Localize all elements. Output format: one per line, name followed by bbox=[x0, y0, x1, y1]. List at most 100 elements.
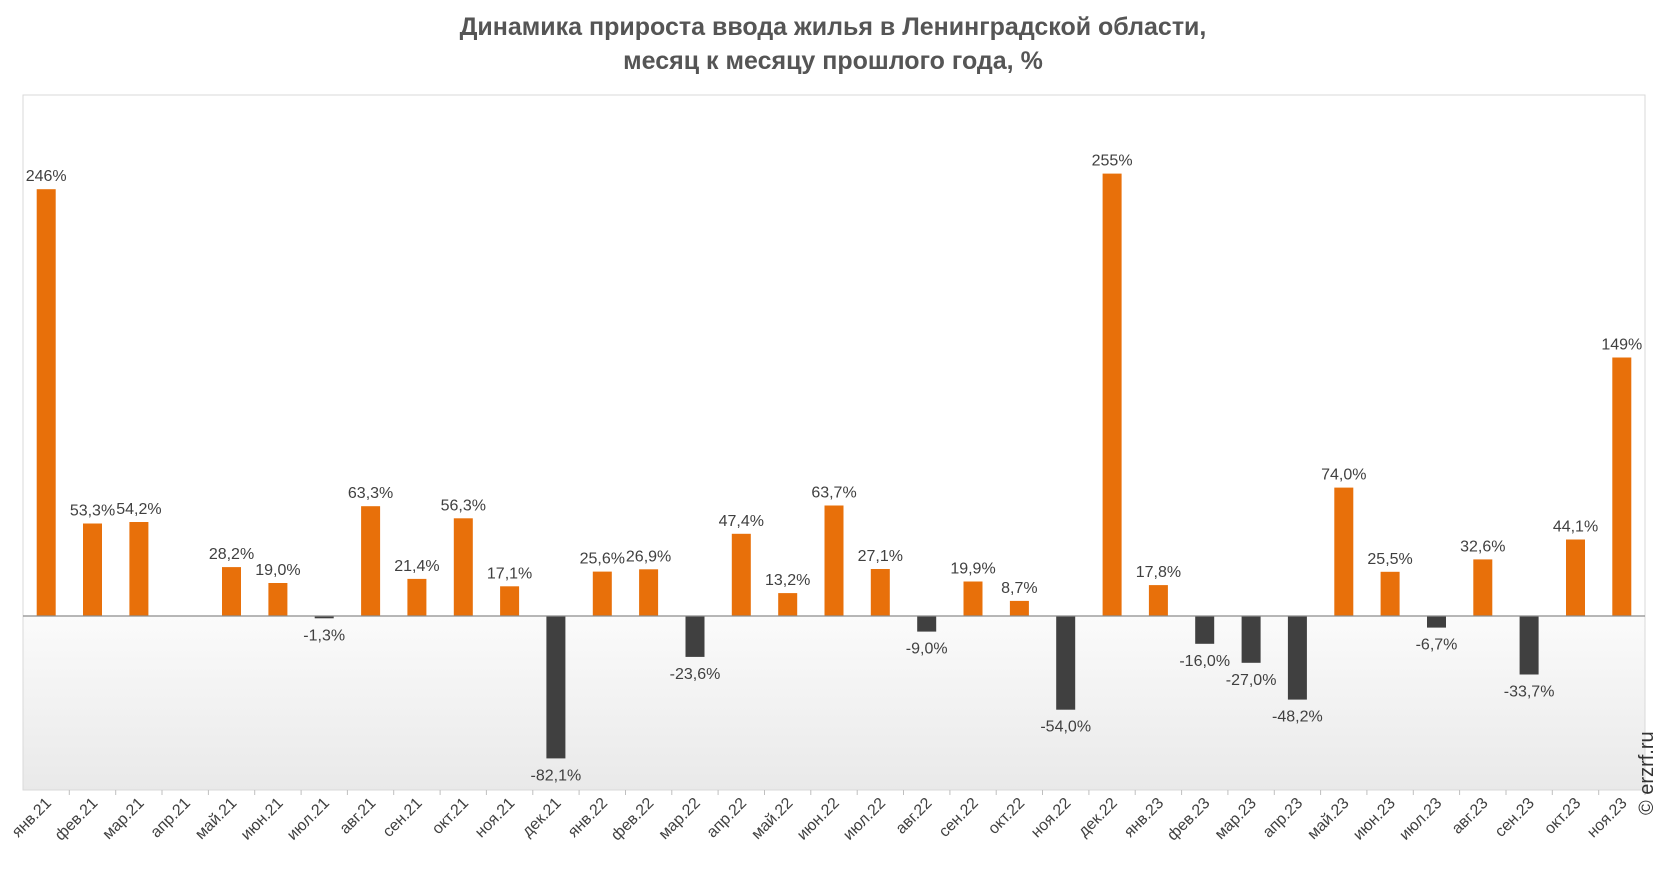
data-label: 19,0% bbox=[255, 562, 300, 579]
x-tick-label: сен.21 bbox=[380, 795, 426, 841]
x-tick-label: ноя.21 bbox=[472, 795, 518, 841]
bar bbox=[1009, 600, 1029, 616]
x-tick-label: мар.23 bbox=[1212, 795, 1260, 843]
x-tick-label: ноя.23 bbox=[1584, 795, 1630, 841]
bar bbox=[1473, 559, 1493, 616]
x-tick-label: май.23 bbox=[1304, 795, 1352, 843]
bar bbox=[824, 505, 844, 616]
bar bbox=[685, 616, 705, 657]
x-tick-label: мар.22 bbox=[656, 795, 704, 843]
bar bbox=[407, 578, 427, 616]
data-label: 28,2% bbox=[209, 546, 254, 563]
bar bbox=[1287, 616, 1307, 700]
data-label: -82,1% bbox=[531, 767, 582, 784]
bar bbox=[1195, 616, 1215, 644]
x-tick-label: окт.23 bbox=[1541, 795, 1584, 838]
bar bbox=[453, 518, 473, 616]
bar bbox=[129, 522, 149, 616]
bar bbox=[1519, 616, 1539, 675]
data-label: 27,1% bbox=[858, 548, 903, 565]
data-label: 26,9% bbox=[626, 548, 671, 565]
bar bbox=[1102, 173, 1122, 616]
x-tick-label: апр.23 bbox=[1260, 795, 1307, 842]
x-tick-label: июл.21 bbox=[284, 795, 333, 844]
data-label: 47,4% bbox=[719, 513, 764, 530]
data-label: -6,7% bbox=[1416, 637, 1458, 654]
bar bbox=[1380, 571, 1400, 616]
x-tick-label: янв.22 bbox=[565, 795, 611, 841]
bar bbox=[639, 569, 659, 616]
bar bbox=[314, 616, 334, 619]
x-tick-label: май.22 bbox=[748, 795, 796, 843]
x-tick-label: дек.22 bbox=[1075, 795, 1121, 841]
data-label: -23,6% bbox=[670, 666, 721, 683]
x-tick-label: янв.21 bbox=[9, 795, 55, 841]
bar bbox=[870, 569, 890, 616]
data-label: 63,3% bbox=[348, 485, 393, 502]
x-tick-label: авг.22 bbox=[893, 795, 936, 838]
bar bbox=[917, 616, 937, 632]
data-label: 32,6% bbox=[1460, 538, 1505, 555]
x-tick-label: июн.21 bbox=[238, 795, 287, 844]
data-label: 54,2% bbox=[116, 501, 161, 518]
bar bbox=[778, 593, 798, 616]
data-label: -16,0% bbox=[1179, 653, 1230, 670]
bar bbox=[592, 571, 612, 616]
bar bbox=[1241, 616, 1261, 663]
x-tick-label: июн.22 bbox=[794, 795, 843, 844]
data-label: 17,8% bbox=[1136, 564, 1181, 581]
x-tick-label: авг.23 bbox=[1449, 795, 1492, 838]
x-tick-label: ноя.22 bbox=[1028, 795, 1074, 841]
data-label: 56,3% bbox=[441, 497, 486, 514]
x-tick-label: июл.22 bbox=[840, 795, 889, 844]
data-label: 149% bbox=[1601, 337, 1642, 354]
bar bbox=[268, 583, 288, 616]
x-tick-label: май.21 bbox=[192, 795, 240, 843]
data-label: 13,2% bbox=[765, 572, 810, 589]
x-tick-label: фев.21 bbox=[52, 795, 101, 844]
chart-title-line-1: Динамика прироста ввода жилья в Ленингра… bbox=[459, 13, 1207, 41]
x-tick-label: авг.21 bbox=[337, 795, 380, 838]
data-label: -48,2% bbox=[1272, 709, 1323, 726]
data-label: -27,0% bbox=[1226, 672, 1277, 689]
bar bbox=[1612, 357, 1632, 616]
x-tick-label: сен.23 bbox=[1492, 795, 1538, 841]
bar bbox=[1056, 616, 1076, 710]
data-label: -54,0% bbox=[1040, 719, 1091, 736]
bar bbox=[1148, 585, 1168, 616]
x-tick-label: янв.23 bbox=[1121, 795, 1167, 841]
data-label: -9,0% bbox=[906, 641, 948, 658]
x-tick-label: апр.22 bbox=[704, 795, 751, 842]
data-label: 21,4% bbox=[394, 558, 439, 575]
x-tick-label: сен.22 bbox=[936, 795, 982, 841]
x-tick-label: окт.22 bbox=[985, 795, 1028, 838]
bar bbox=[546, 616, 566, 759]
bar bbox=[1566, 539, 1585, 616]
data-label: 19,9% bbox=[950, 561, 995, 578]
data-label: 63,7% bbox=[811, 485, 856, 502]
x-tick-label: апр.21 bbox=[148, 795, 195, 842]
data-label: 44,1% bbox=[1553, 519, 1598, 536]
bar bbox=[36, 189, 56, 616]
x-tick-label: июн.23 bbox=[1350, 795, 1399, 844]
data-label: 8,7% bbox=[1001, 580, 1037, 597]
bar bbox=[500, 586, 520, 616]
x-tick-label: фев.22 bbox=[608, 795, 657, 844]
data-label: 25,6% bbox=[580, 551, 625, 568]
plot-area-negative bbox=[23, 616, 1645, 790]
data-label: 25,5% bbox=[1367, 551, 1412, 568]
data-label: 74,0% bbox=[1321, 467, 1366, 484]
data-label: -33,7% bbox=[1504, 684, 1555, 701]
bar bbox=[1334, 487, 1354, 616]
data-label: 255% bbox=[1092, 153, 1133, 170]
bar bbox=[963, 581, 983, 616]
x-tick-label: дек.21 bbox=[519, 795, 565, 841]
bar bbox=[1427, 616, 1446, 628]
chart-title: Динамика прироста ввода жилья в Ленингра… bbox=[0, 10, 1666, 78]
bar bbox=[731, 533, 751, 616]
bar bbox=[83, 523, 102, 616]
chart-title-line-2: месяц к месяцу прошлого года, % bbox=[623, 47, 1043, 75]
plot-frame bbox=[22, 94, 1646, 791]
x-tick-label: июл.23 bbox=[1396, 795, 1445, 844]
